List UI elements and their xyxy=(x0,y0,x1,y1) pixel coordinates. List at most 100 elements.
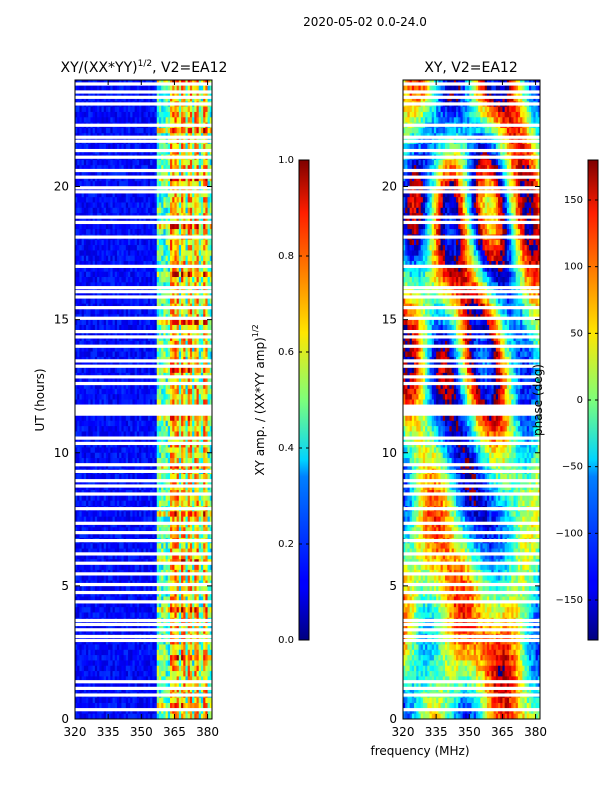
amplitude-cell xyxy=(75,165,78,171)
amplitude-cell xyxy=(110,324,113,331)
amplitude-cell xyxy=(147,245,151,251)
amplitude-cell xyxy=(198,229,202,235)
amplitude-cell xyxy=(187,271,191,278)
amplitude-cell xyxy=(90,282,94,289)
amplitude-cell xyxy=(108,207,111,214)
amplitude-cell xyxy=(150,239,153,246)
amplitude-cell xyxy=(187,245,191,251)
amplitude-cell xyxy=(139,298,142,305)
amplitude-cell xyxy=(183,447,186,454)
amplitude-cell xyxy=(178,165,182,171)
amplitude-cell xyxy=(181,165,184,171)
amplitude-cell xyxy=(134,170,138,177)
amplitude-cell xyxy=(75,420,78,427)
amplitude-cell xyxy=(103,495,107,502)
amplitude-cell xyxy=(105,127,109,134)
amplitude-cell xyxy=(88,197,91,203)
amplitude-cell xyxy=(163,191,166,198)
amplitude-cell xyxy=(86,500,89,507)
amplitude-cell xyxy=(185,346,189,352)
amplitude-cell xyxy=(136,85,140,92)
amplitude-cell xyxy=(116,229,120,235)
amplitude-cell xyxy=(176,159,180,166)
amplitude-cell xyxy=(156,308,160,315)
amplitude-cell xyxy=(123,367,127,374)
amplitude-cell xyxy=(77,378,80,384)
amplitude-cell xyxy=(75,399,78,406)
amplitude-cell xyxy=(121,346,125,352)
amplitude-cell xyxy=(134,447,138,454)
amplitude-cell xyxy=(130,266,133,273)
amplitude-cell xyxy=(170,239,173,246)
amplitude-cell xyxy=(194,266,197,273)
amplitude-cell xyxy=(123,452,127,459)
amplitude-cell xyxy=(174,266,178,273)
amplitude-cell xyxy=(97,239,100,246)
amplitude-cell xyxy=(156,415,160,422)
amplitude-cell xyxy=(116,420,120,427)
amplitude-cell xyxy=(119,415,122,422)
amplitude-cell xyxy=(121,394,125,400)
amplitude-cell xyxy=(156,181,160,187)
amplitude-cell xyxy=(119,282,122,289)
amplitude-cell xyxy=(81,207,85,214)
amplitude-cell xyxy=(187,106,191,113)
amplitude-cell xyxy=(132,229,136,235)
amplitude-cell xyxy=(145,245,149,251)
amplitude-cell xyxy=(130,165,133,171)
amplitude-cell xyxy=(154,308,158,315)
amplitude-cell xyxy=(83,202,87,209)
amplitude-cell xyxy=(165,346,169,352)
amplitude-cell xyxy=(116,245,120,251)
amplitude-cell xyxy=(167,271,171,278)
amplitude-cell xyxy=(207,378,211,384)
amplitude-cell xyxy=(105,271,109,278)
amplitude-cell xyxy=(196,245,200,251)
amplitude-cell xyxy=(99,111,102,118)
amplitude-cell xyxy=(86,346,89,352)
amplitude-cell xyxy=(112,266,116,273)
amplitude-cell xyxy=(172,282,175,289)
amplitude-cell xyxy=(158,277,162,283)
amplitude-cell xyxy=(90,367,94,374)
amplitude-cell xyxy=(187,383,191,390)
amplitude-cell xyxy=(105,250,109,257)
amplitude-cell xyxy=(101,319,105,326)
amplitude-cell xyxy=(114,261,118,267)
amplitude-cell xyxy=(92,117,96,124)
amplitude-cell xyxy=(209,399,212,406)
amplitude-cell xyxy=(79,111,83,118)
amplitude-cell xyxy=(183,378,186,384)
amplitude-cell xyxy=(152,111,155,118)
amplitude-cell xyxy=(105,495,109,502)
amplitude-cell xyxy=(203,500,206,507)
amplitude-cell xyxy=(167,223,171,230)
amplitude-cell xyxy=(123,351,127,358)
amplitude-cell xyxy=(207,500,211,507)
amplitude-cell xyxy=(103,202,107,209)
amplitude-cell xyxy=(101,420,105,427)
amplitude-cell xyxy=(161,383,164,390)
amplitude-cell xyxy=(161,447,164,454)
amplitude-cell xyxy=(90,447,94,454)
amplitude-cell xyxy=(176,367,180,374)
amplitude-cell xyxy=(121,85,125,92)
amplitude-cell xyxy=(167,229,171,235)
amplitude-cell xyxy=(152,159,155,166)
amplitude-cell xyxy=(75,191,78,198)
amplitude-cell xyxy=(181,181,184,187)
amplitude-cell xyxy=(101,143,105,150)
amplitude-cell xyxy=(156,367,160,374)
amplitude-cell xyxy=(139,85,142,92)
amplitude-cell xyxy=(170,495,173,502)
amplitude-cell xyxy=(141,191,144,198)
amplitude-cell xyxy=(86,170,89,177)
amplitude-cell xyxy=(92,170,96,177)
amplitude-cell xyxy=(90,202,94,209)
amplitude-cell xyxy=(77,239,80,246)
amplitude-cell xyxy=(79,351,83,358)
amplitude-cell xyxy=(128,474,131,480)
amplitude-cell xyxy=(130,106,133,113)
amplitude-cell xyxy=(112,298,116,305)
amplitude-cell xyxy=(128,298,131,305)
